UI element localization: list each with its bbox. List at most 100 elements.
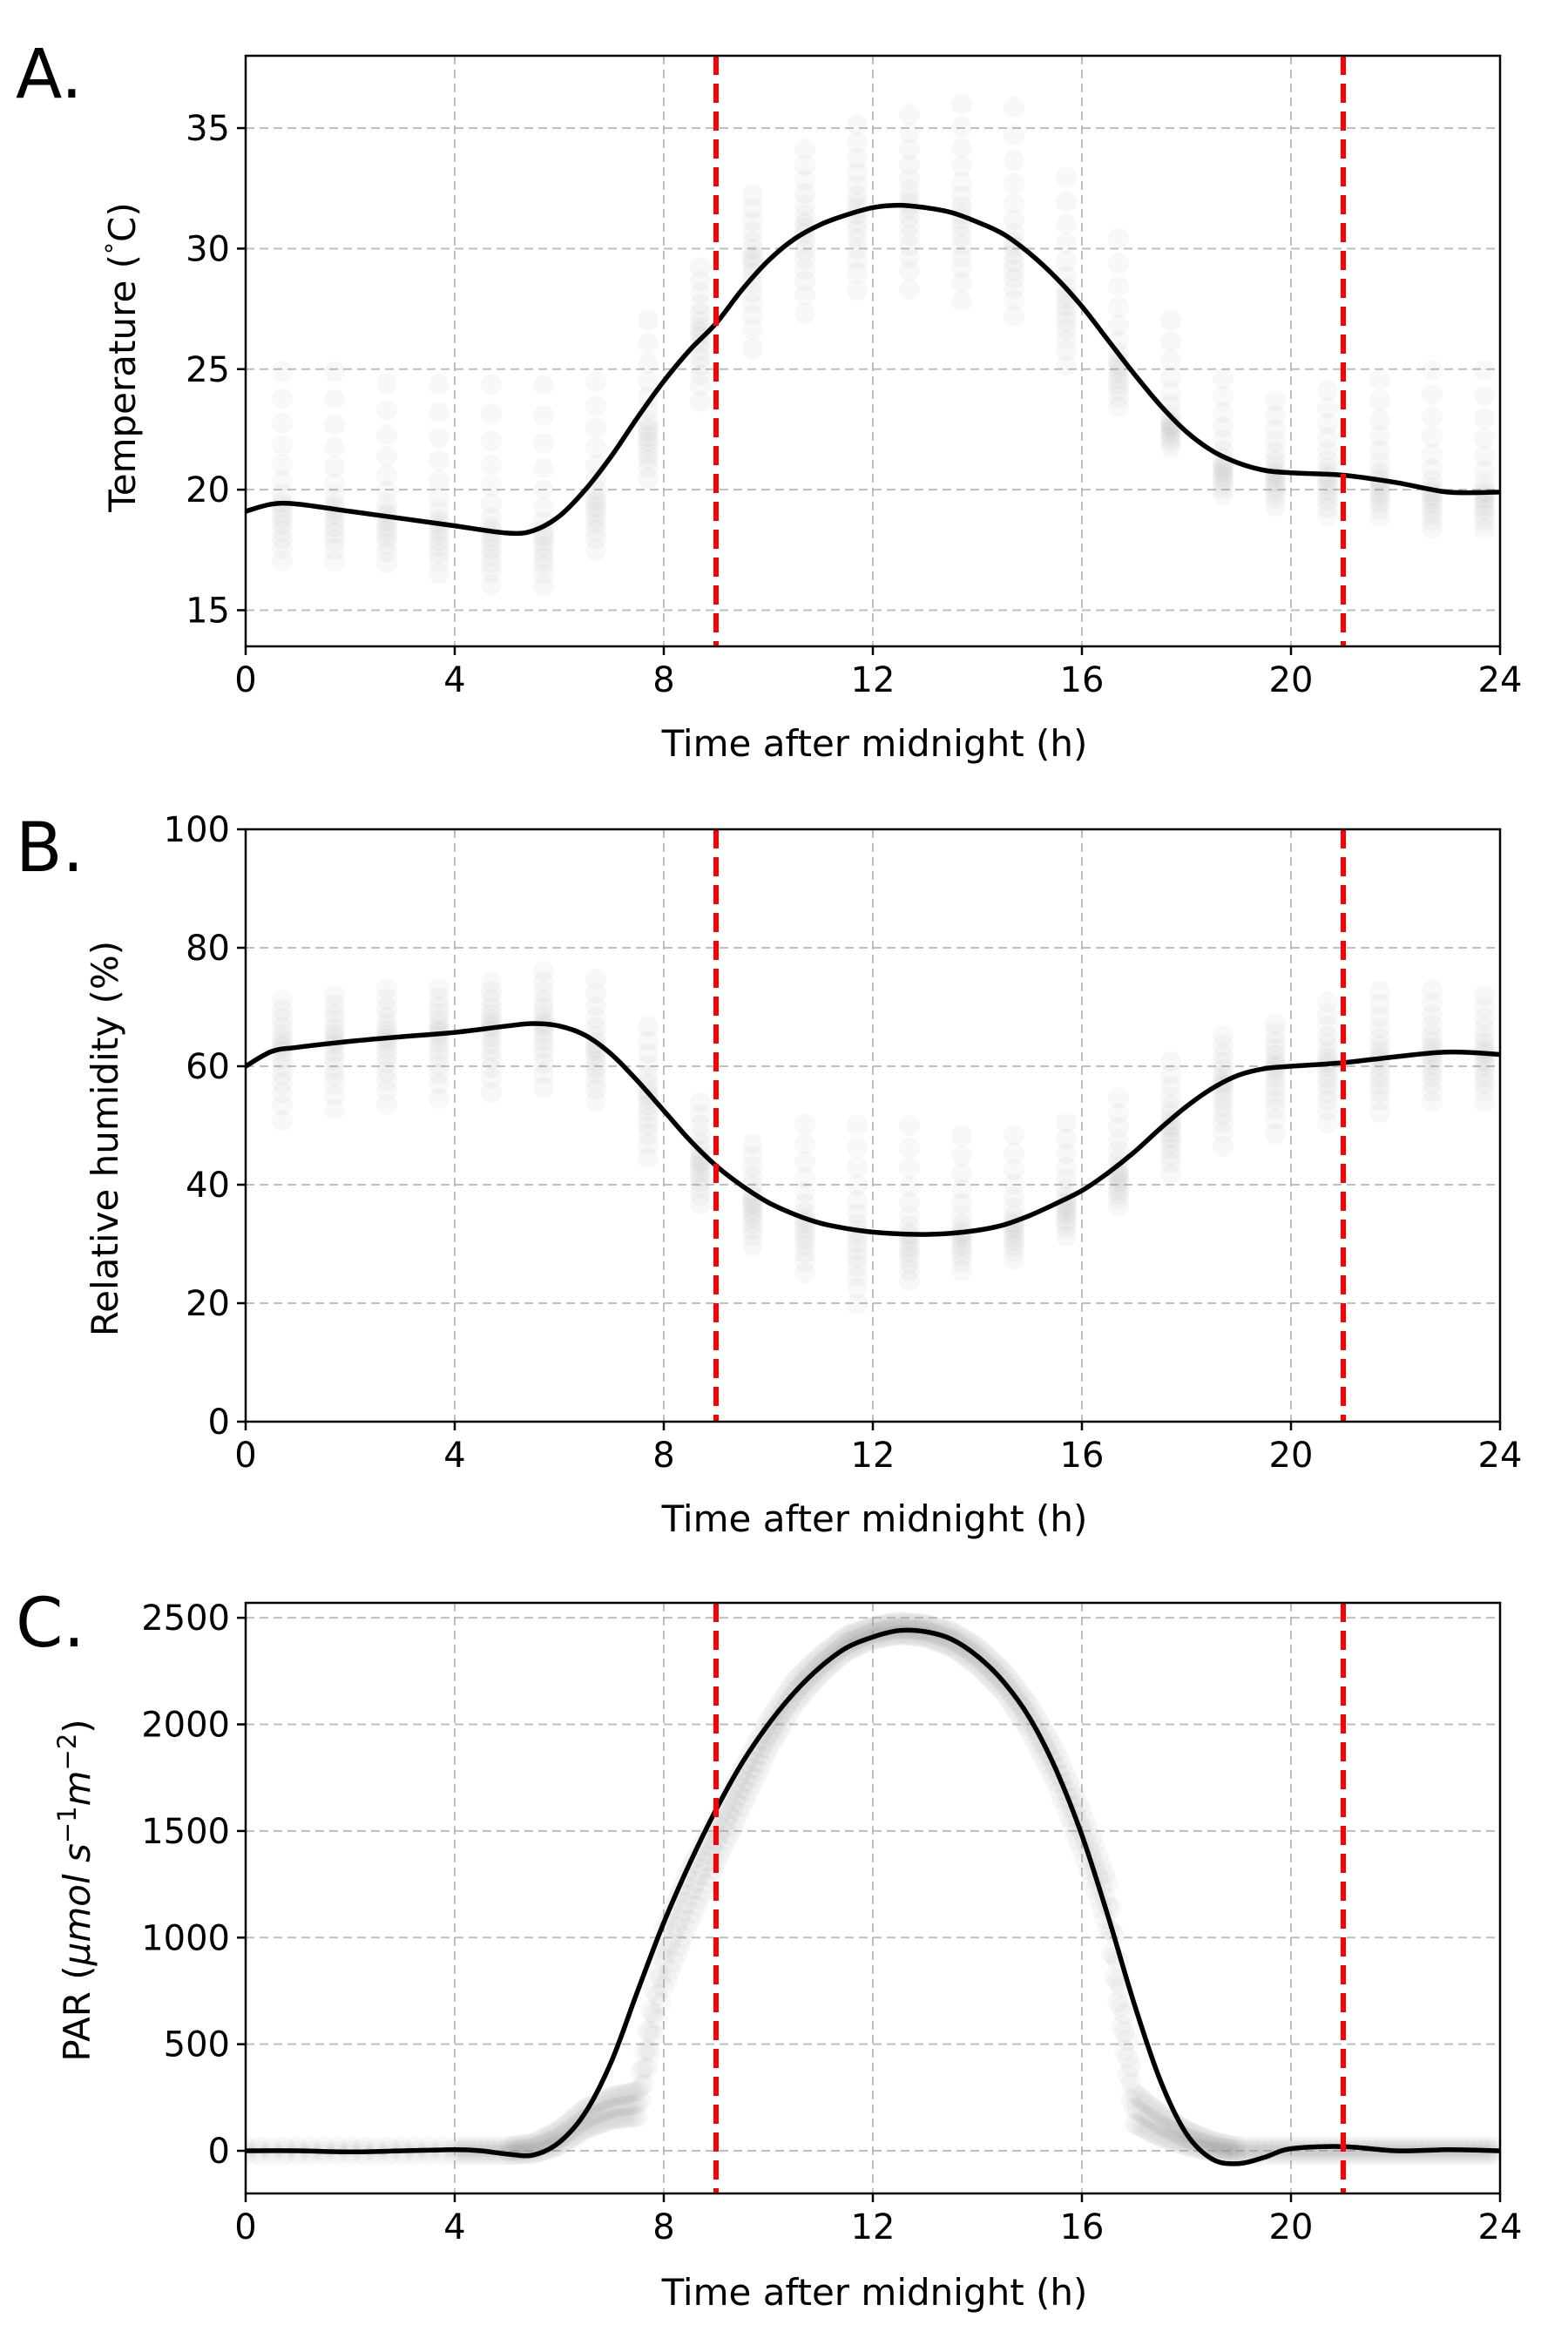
panel-c-y-tick-label-2500: 2500	[141, 1598, 230, 1639]
panel-a-observation-point	[847, 238, 868, 260]
panel-a-observation-point	[1474, 510, 1495, 532]
panel-b-observation-point	[690, 1114, 711, 1136]
panel-a-observation-point	[429, 529, 449, 551]
panel-a-observation-point	[1004, 259, 1024, 280]
panel-b-observation-point	[429, 1088, 449, 1109]
panel-a-observation-point	[847, 132, 868, 153]
panel-b-observation-point	[1213, 1096, 1233, 1118]
panel-a-observation-point	[847, 174, 868, 196]
panel-c-observation-point	[1150, 2114, 1171, 2136]
panel-c-observation-point	[754, 1746, 776, 1767]
panel-c-observation-point	[611, 2108, 632, 2129]
panel-c-observation-point	[764, 1727, 786, 1748]
panel-a-observation-point	[638, 449, 659, 470]
panel-c-observation-point	[640, 2021, 661, 2042]
panel-a-observation-point	[847, 114, 868, 136]
panel-c-observation-point	[656, 1940, 678, 1962]
panel-a-observation-point	[272, 521, 293, 543]
panel-a-observation-point	[1108, 275, 1129, 297]
panel-c-observation-point	[1124, 2098, 1145, 2119]
panel-b-observation-point	[272, 1030, 293, 1051]
panel-c-observation-point	[721, 1816, 743, 1838]
panel-b-observation-point	[690, 1177, 711, 1199]
panel-b-observation-point	[481, 1040, 502, 1062]
panel-b-observation-point	[1265, 1082, 1286, 1104]
panel-c-observation-point	[1139, 2121, 1161, 2143]
panel-a-observation-point	[324, 510, 345, 531]
panel-b-observation-point	[847, 1190, 868, 1212]
panel-a-observation-point	[1369, 425, 1390, 447]
panel-a-observation-point	[1474, 495, 1495, 517]
panel-a-observation-point	[1160, 330, 1181, 352]
panel-a-observation-point	[376, 481, 397, 502]
panel-b-observation-point	[585, 1063, 606, 1085]
panel-a-observation-point	[1474, 460, 1495, 482]
panel-a-observation-point	[533, 530, 554, 551]
panel-b-observation-point	[690, 1104, 711, 1125]
panel-a-x-tick-label-16: 16	[1060, 660, 1105, 700]
panel-c-x-tick-label-0: 0	[234, 2207, 256, 2247]
panel-b-observation-point	[638, 1134, 659, 1155]
panel-c-observation-point	[719, 1804, 740, 1826]
panel-b-observation-point	[847, 1114, 868, 1136]
panel-b-observation-point	[376, 978, 397, 1000]
panel-c-observation-point	[1117, 2064, 1139, 2085]
panel-b-observation-point	[481, 1026, 502, 1048]
panel-b-observation-point	[742, 1202, 763, 1224]
panel-a-observation-point	[794, 205, 815, 226]
panel-b-observation-point	[1004, 1226, 1024, 1247]
panel-b-observation-point	[272, 1110, 293, 1132]
panel-c-observation-point	[751, 1753, 773, 1774]
panel-a-x-tick-label-20: 20	[1269, 660, 1314, 700]
panel-b-observation-point	[324, 1024, 345, 1045]
panel-b-observation-point	[899, 1115, 920, 1137]
panel-b-observation-point	[638, 1016, 659, 1037]
panel-b-observation-point	[1317, 1099, 1338, 1121]
panel-c-observation-point	[640, 2000, 661, 2022]
panel-a-observation-point	[1160, 410, 1181, 432]
panel-b-observation-point	[1004, 1240, 1024, 1262]
panel-b-x-tick-label-24: 24	[1478, 1436, 1523, 1476]
panel-a-observation-point	[899, 122, 920, 144]
panel-b-observation-point	[1004, 1142, 1024, 1164]
panel-c-y-tick-label-1000: 1000	[141, 1918, 230, 1958]
panel-c-observation-point	[627, 2080, 648, 2102]
panel-c-observation-point	[637, 2020, 659, 2042]
panel-c-observation-point	[653, 1977, 674, 1998]
panel-a-observation-point	[1317, 397, 1338, 419]
panel-b-observation-point	[794, 1228, 815, 1250]
panel-a-observation-point	[742, 272, 763, 294]
panel-b-observation-point	[1108, 1129, 1129, 1151]
panel-c-observation-point	[604, 2108, 625, 2130]
panel-a-observation-point	[1474, 428, 1495, 449]
panel-c-observation-point	[732, 1777, 753, 1799]
panel-b-observation-point	[533, 998, 554, 1020]
panel-c-observation-point	[1117, 2030, 1139, 2051]
panel-a-observation-point	[638, 421, 659, 443]
panel-b-y-tick-label-80: 80	[186, 929, 230, 969]
panel-c-observation-point	[689, 1864, 711, 1886]
panel-b-observation-point	[899, 1270, 920, 1292]
panel-b-observation-point	[1056, 1128, 1077, 1150]
panel-a-observation-point	[1004, 251, 1024, 273]
panel-a-observation-point	[272, 550, 293, 571]
panel-b-observation-point	[324, 1085, 345, 1106]
panel-b-observation-point	[1474, 1025, 1495, 1047]
panel-a-observation-point	[1160, 366, 1181, 388]
panel-a-observation-point	[638, 353, 659, 374]
panel-a-observation-point	[1108, 349, 1129, 371]
panel-a-observation-point	[847, 228, 868, 250]
panel-c-observation-point	[693, 1881, 713, 1903]
panel-a-observation-point	[899, 247, 920, 268]
panel-a-observation-point	[1369, 498, 1390, 520]
panel-a-observation-point	[742, 231, 763, 253]
panel-b-observation-point	[585, 1007, 606, 1029]
panel-c-observation-point	[538, 2125, 560, 2146]
panel-b-observation-point	[1474, 984, 1495, 1006]
panel-b-data-area	[246, 961, 1500, 1315]
panel-b-observation-point	[324, 1017, 345, 1039]
panel-c-observation-point	[643, 2003, 665, 2024]
panel-b-observation-point	[533, 971, 554, 993]
panel-b-observation-point	[1056, 1204, 1077, 1226]
panel-a-observation-point	[1108, 296, 1129, 318]
